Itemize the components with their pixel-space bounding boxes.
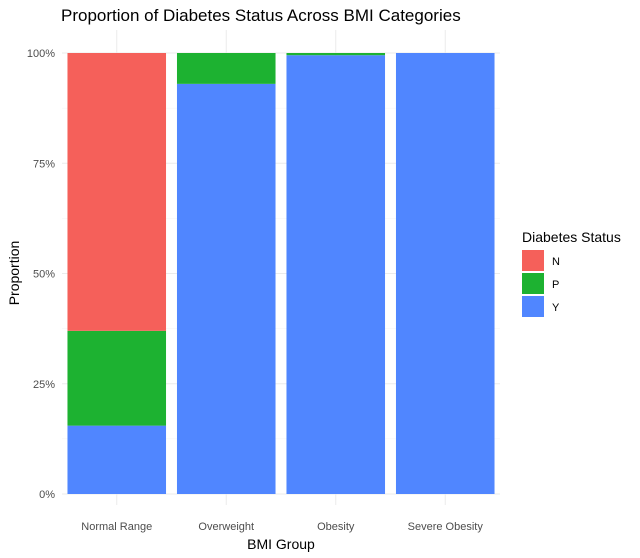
legend-label-y: Y [552,302,560,314]
y-axis-title: Proportion [6,241,22,306]
legend-swatch-p [522,273,544,294]
bar-p-overweight [176,53,276,84]
bar-y-normal-range [67,425,167,494]
x-tick-label: Severe Obesity [408,521,484,533]
y-tick-label: 25% [33,379,55,391]
y-tick-label: 100% [27,48,55,60]
y-axis: 0% 25% 50% 75% 100% [27,48,55,501]
legend: Diabetes Status NPY [522,229,621,317]
chart-title: Proportion of Diabetes Status Across BMI… [61,6,461,25]
y-tick-label: 50% [33,269,55,281]
x-axis: Normal Range Overweight Obesity Severe Obes… [81,521,483,533]
legend-swatch-y [522,296,544,317]
bars [67,53,495,495]
y-tick-label: 75% [33,158,55,170]
x-axis-title: BMI Group [247,536,315,552]
legend-label-p: P [552,279,559,291]
bar-y-overweight [176,83,276,495]
x-tick-label: Normal Range [81,521,152,533]
bar-n-normal-range [67,53,167,331]
x-tick-label: Obesity [317,521,355,533]
legend-swatch-n [522,250,544,271]
bar-p-obesity [286,53,386,56]
legend-title: Diabetes Status [522,229,621,245]
bar-y-obesity [286,55,386,495]
legend-label-n: N [552,256,560,268]
bar-p-normal-range [67,330,167,426]
y-tick-label: 0% [39,489,55,501]
bar-y-severe-obesity [395,53,495,494]
x-tick-label: Overweight [198,521,254,533]
